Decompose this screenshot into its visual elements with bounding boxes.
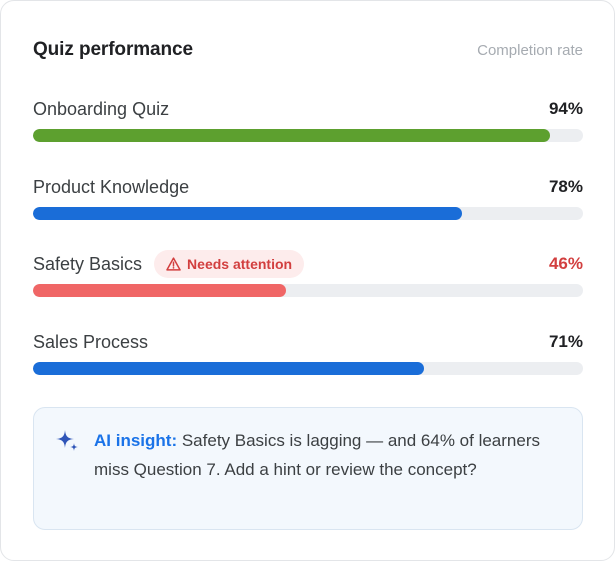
needs-attention-badge: Needs attention: [154, 250, 305, 278]
insight-label: AI insight:: [94, 431, 178, 450]
quiz-name: Onboarding Quiz: [33, 98, 170, 119]
card-header: Quiz performance Completion rate: [33, 37, 583, 63]
ai-insight-panel: AI insight: Safety Basics is lagging — a…: [33, 407, 583, 530]
quiz-completion-value: 94%: [548, 99, 583, 118]
quiz-name: Sales Process: [33, 331, 149, 352]
badge-label: Needs attention: [187, 256, 293, 272]
progress-fill: [33, 284, 286, 297]
card-subtitle: Completion rate: [477, 41, 583, 59]
progress-fill: [33, 207, 462, 220]
progress-fill: [33, 362, 424, 375]
quiz-completion-value: 71%: [548, 332, 583, 351]
card-title: Quiz performance: [33, 39, 193, 60]
quiz-name: Product Knowledge: [33, 176, 190, 197]
quiz-row-onboarding: Onboarding Quiz 94%: [33, 95, 583, 145]
sparkle-icon: [56, 430, 78, 451]
progress-track: [33, 362, 583, 375]
quiz-name: Safety Basics: [33, 253, 143, 274]
progress-track: [33, 129, 583, 142]
quiz-row-safety-basics: Safety Basics Needs attention 46%: [33, 250, 583, 300]
quiz-row-product-knowledge: Product Knowledge 78%: [33, 173, 583, 223]
progress-fill: [33, 129, 550, 142]
quiz-completion-value: 78%: [548, 177, 583, 196]
insight-text: AI insight: Safety Basics is lagging — a…: [94, 427, 558, 484]
quiz-row-sales-process: Sales Process 71%: [33, 328, 583, 378]
progress-track: [33, 284, 583, 297]
insight-message: Safety Basics is lagging — and 64% of le…: [94, 431, 540, 479]
quiz-completion-value: 46%: [548, 254, 583, 273]
warning-icon: [166, 257, 181, 271]
progress-track: [33, 207, 583, 220]
